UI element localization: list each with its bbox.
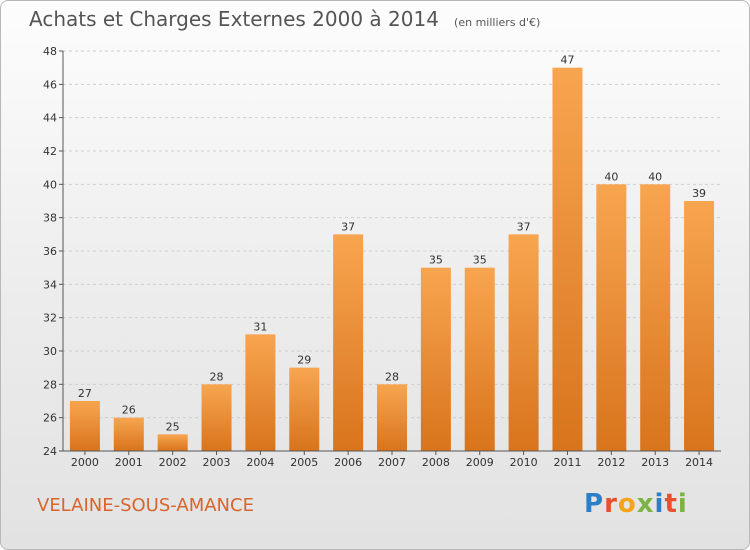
- value-label: 35: [473, 254, 487, 267]
- logo-letter: o: [617, 489, 637, 519]
- bars: [69, 67, 715, 452]
- y-tick-label: 38: [43, 212, 57, 225]
- value-label: 35: [429, 254, 443, 267]
- bar-2009[interactable]: [464, 267, 495, 451]
- bar-2005[interactable]: [289, 367, 320, 451]
- y-tick-label: 32: [43, 312, 57, 325]
- axes: [59, 50, 721, 455]
- location-label: VELAINE-SOUS-AMANCE: [37, 495, 254, 516]
- x-tick-label: 2004: [246, 456, 274, 469]
- x-tick-label: 2010: [510, 456, 538, 469]
- x-tick-label: 2002: [159, 456, 187, 469]
- bar-2002[interactable]: [157, 434, 188, 451]
- logo-letter: i: [654, 489, 665, 519]
- x-tick-label: 2000: [71, 456, 99, 469]
- x-tick-label: 2009: [466, 456, 494, 469]
- x-tick-label: 2005: [290, 456, 318, 469]
- title-row: Achats et Charges Externes 2000 à 2014 (…: [29, 7, 540, 31]
- value-label: 40: [648, 170, 662, 183]
- value-label: 27: [78, 387, 92, 400]
- bar-2000[interactable]: [69, 401, 100, 451]
- labels: 24 26 28 30 32 34 36 38 40 42 44 46 48 27 2000 26 2001 25…: [43, 45, 713, 469]
- bar-2004[interactable]: [245, 334, 276, 451]
- logo-letter: x: [636, 489, 655, 519]
- logo-letter: i: [677, 489, 688, 519]
- value-label: 40: [604, 170, 618, 183]
- logo-letter: P: [584, 489, 605, 519]
- value-label: 26: [122, 404, 136, 417]
- bar-2001[interactable]: [113, 417, 144, 451]
- x-tick-label: 2014: [685, 456, 713, 469]
- x-tick-label: 2012: [597, 456, 625, 469]
- y-tick-label: 30: [43, 345, 57, 358]
- value-label: 29: [297, 354, 311, 367]
- bar-2003[interactable]: [201, 384, 232, 451]
- x-tick-label: 2003: [203, 456, 231, 469]
- x-tick-label: 2008: [422, 456, 450, 469]
- bar-2006[interactable]: [333, 234, 364, 451]
- value-label: 25: [166, 420, 180, 433]
- logo-letter: r: [604, 489, 618, 519]
- x-tick-label: 2006: [334, 456, 362, 469]
- chart-title: Achats et Charges Externes 2000 à 2014: [29, 7, 439, 31]
- x-tick-label: 2011: [553, 456, 581, 469]
- logo-letter: t: [664, 489, 678, 519]
- y-tick-label: 40: [43, 178, 57, 191]
- bar-2011[interactable]: [552, 67, 583, 452]
- y-tick-label: 36: [43, 245, 57, 258]
- bar-2008[interactable]: [420, 267, 451, 451]
- bar-2007[interactable]: [377, 384, 407, 451]
- y-tick-label: 48: [43, 45, 57, 58]
- value-label: 31: [253, 320, 267, 333]
- value-label: 37: [517, 220, 531, 233]
- value-label: 37: [341, 220, 355, 233]
- y-tick-label: 24: [43, 445, 57, 458]
- y-tick-label: 42: [43, 145, 57, 158]
- value-label: 28: [385, 370, 399, 383]
- bar-2013[interactable]: [640, 184, 671, 452]
- x-tick-label: 2013: [641, 456, 669, 469]
- value-label: 47: [560, 54, 574, 67]
- y-tick-label: 26: [43, 412, 57, 425]
- y-tick-label: 44: [43, 112, 57, 125]
- bar-2014[interactable]: [684, 201, 715, 451]
- value-label: 28: [210, 370, 224, 383]
- y-tick-label: 34: [43, 278, 57, 291]
- y-tick-label: 28: [43, 378, 57, 391]
- bar-2012[interactable]: [596, 184, 627, 452]
- value-label: 39: [692, 187, 706, 200]
- bar-2010[interactable]: [508, 234, 539, 451]
- x-tick-label: 2001: [115, 456, 143, 469]
- x-tick-label: 2007: [378, 456, 406, 469]
- chart-subtitle: (en milliers d'€): [454, 16, 541, 29]
- y-tick-label: 46: [43, 78, 57, 91]
- proxiti-logo[interactable]: Proxiti: [584, 489, 688, 519]
